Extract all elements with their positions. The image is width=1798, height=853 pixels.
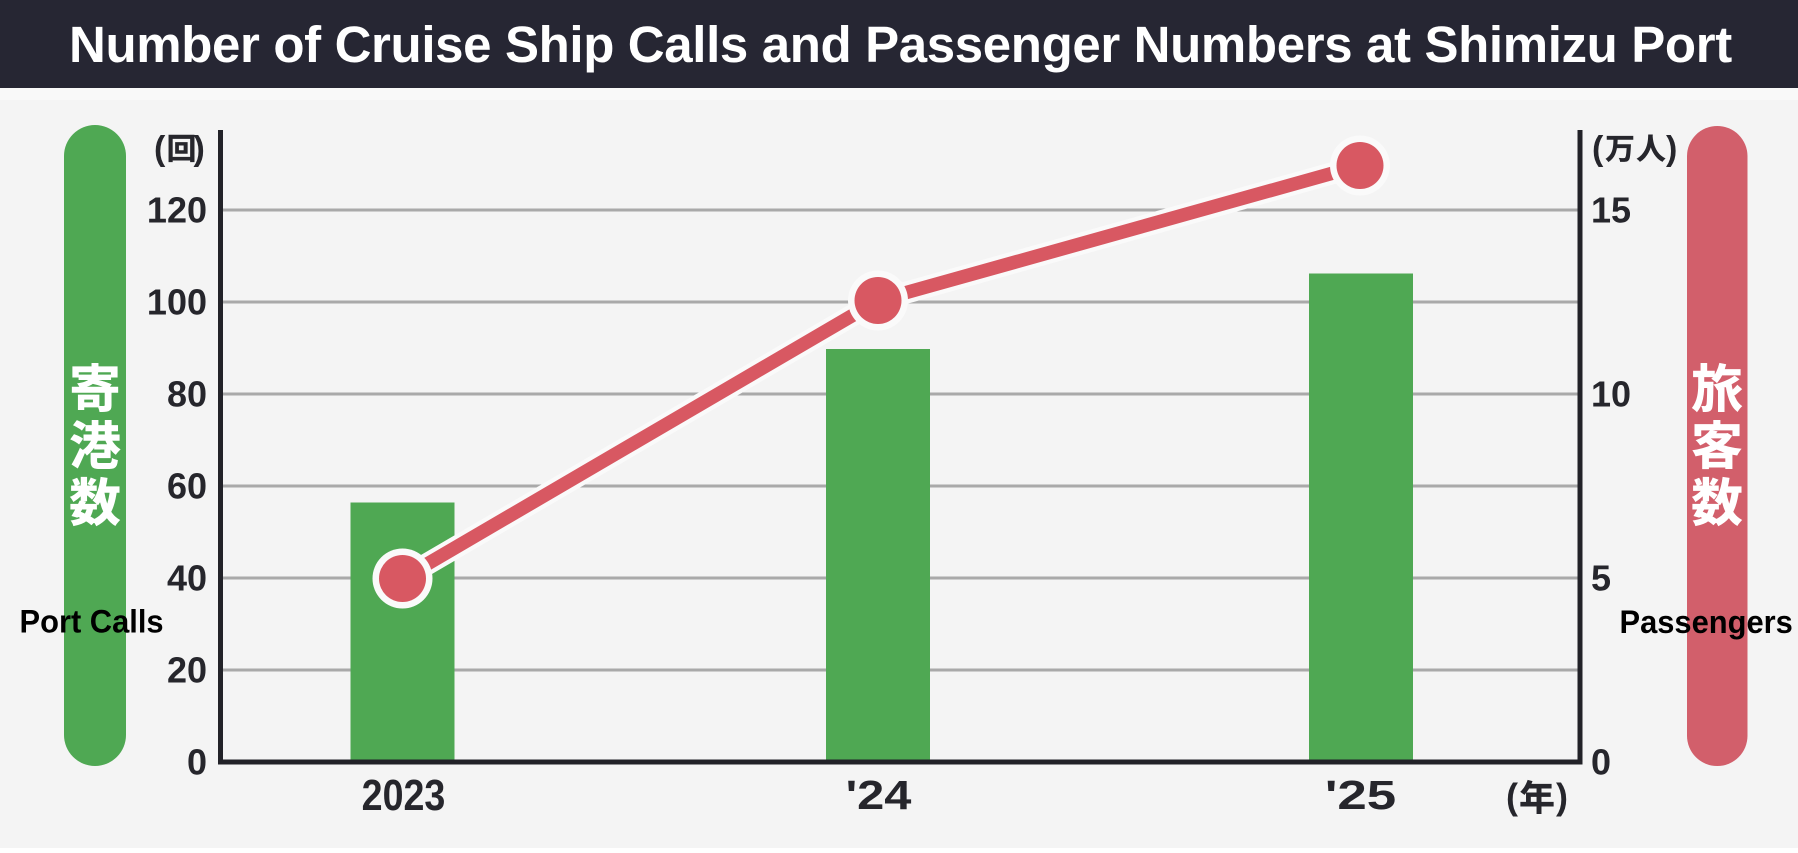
svg-text:100: 100 — [147, 282, 207, 323]
svg-text:'24: '24 — [846, 772, 912, 818]
svg-text:Number of Cruise Ship Calls an: Number of Cruise Ship Calls and Passenge… — [69, 16, 1732, 73]
svg-text:10: 10 — [1591, 374, 1631, 415]
svg-text:Port Calls: Port Calls — [20, 603, 164, 640]
svg-text:): ) — [1666, 130, 1677, 168]
svg-text:): ) — [194, 130, 205, 168]
svg-text:120: 120 — [147, 190, 207, 231]
svg-text:5: 5 — [1591, 558, 1611, 599]
svg-text:0: 0 — [187, 742, 207, 783]
svg-text:Passengers: Passengers — [1620, 603, 1793, 640]
svg-text:20: 20 — [167, 650, 207, 691]
svg-text:): ) — [1556, 776, 1568, 817]
svg-text:80: 80 — [167, 374, 207, 415]
svg-text:40: 40 — [167, 558, 207, 599]
svg-text:15: 15 — [1591, 190, 1631, 231]
svg-text:2023: 2023 — [362, 770, 446, 819]
svg-text:'25: '25 — [1325, 773, 1396, 819]
svg-text:60: 60 — [167, 466, 207, 507]
svg-text:(: ( — [154, 130, 166, 168]
svg-text:(: ( — [1592, 130, 1604, 168]
svg-text:(: ( — [1506, 776, 1518, 817]
svg-text:0: 0 — [1591, 742, 1611, 783]
